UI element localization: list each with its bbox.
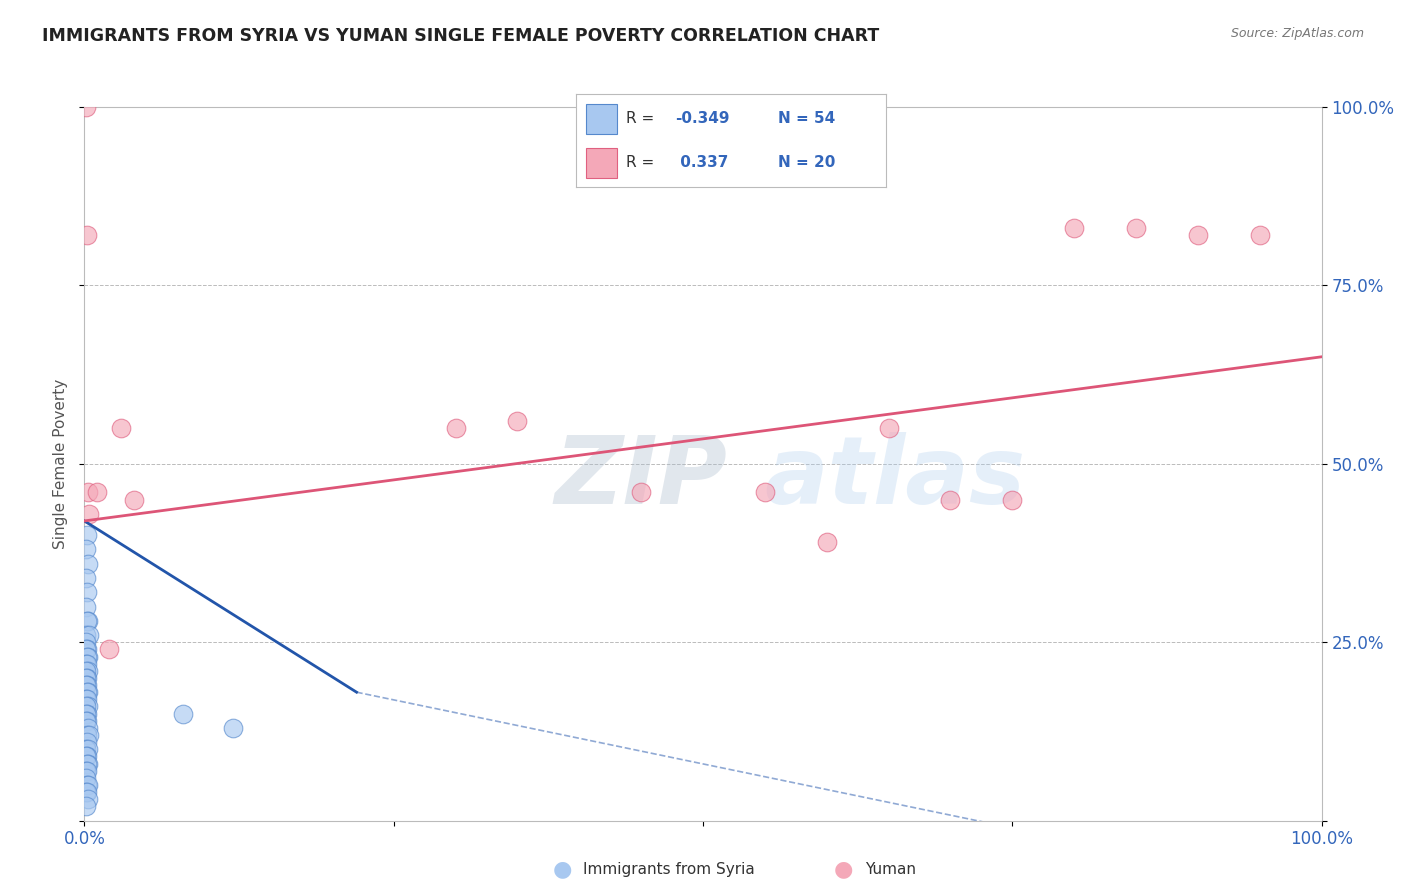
Point [75,628,97,642]
Point [79,628,101,642]
Point [77,778,100,792]
Point [76,642,98,657]
Text: Source: ZipAtlas.com: Source: ZipAtlas.com [1230,27,1364,40]
Point [76,671,98,685]
Text: N = 54: N = 54 [778,112,835,127]
Point [75,692,97,706]
Point [76,614,98,628]
Text: ZIP: ZIP [554,432,727,524]
Point [76,585,98,599]
Point [76,785,98,799]
Point [1125,221,1147,235]
Point [75,699,97,714]
Point [75,635,97,649]
Point [76,649,98,664]
Point [75,642,97,657]
Point [75,599,97,614]
Point [77,649,100,664]
Point [877,421,900,435]
Point [76,764,98,778]
Text: IMMIGRANTS FROM SYRIA VS YUMAN SINGLE FEMALE POVERTY CORRELATION CHART: IMMIGRANTS FROM SYRIA VS YUMAN SINGLE FE… [42,27,879,45]
Point [75,671,97,685]
Point [76,778,98,792]
Point [75,749,97,764]
Point [444,421,467,435]
Point [76,714,98,728]
Point [77,664,100,678]
Point [77,685,100,699]
Point [77,721,100,735]
Point [815,535,838,549]
Text: ●: ● [834,860,853,880]
Point [630,485,652,500]
Text: R =: R = [626,154,664,169]
Point [77,792,100,806]
Point [76,728,98,742]
Point [76,228,98,243]
Point [98,642,121,657]
Point [75,771,97,785]
Point [75,785,97,799]
Point [1063,221,1085,235]
Point [76,756,98,771]
Point [76,657,98,671]
Text: N = 20: N = 20 [778,154,835,169]
Y-axis label: Single Female Poverty: Single Female Poverty [53,379,69,549]
Point [76,749,98,764]
Point [75,799,97,814]
Point [75,657,97,671]
Point [86,485,108,500]
Point [1249,228,1271,243]
Text: R =: R = [626,112,659,127]
Point [1001,492,1024,507]
Point [75,742,97,756]
Point [79,728,101,742]
Point [122,492,145,507]
Point [75,571,97,585]
Bar [586,148,617,178]
Point [75,100,97,114]
Point [110,421,132,435]
Text: 0.337: 0.337 [675,154,728,169]
Text: -0.349: -0.349 [675,112,730,127]
Point [506,414,529,428]
Point [75,678,97,692]
Point [76,678,98,692]
Text: atlas: atlas [765,432,1026,524]
Text: Immigrants from Syria: Immigrants from Syria [583,863,755,877]
Point [172,706,194,721]
Point [75,714,97,728]
Point [76,692,98,706]
Point [76,706,98,721]
Point [77,614,100,628]
Text: ●: ● [553,860,572,880]
Text: Yuman: Yuman [865,863,915,877]
Point [77,557,100,571]
Point [754,485,776,500]
Point [1187,228,1209,243]
Point [222,721,245,735]
Point [77,742,100,756]
Point [75,706,97,721]
Point [77,756,100,771]
Point [77,699,100,714]
Point [76,735,98,749]
Bar [586,104,617,134]
Point [75,542,97,557]
Point [75,664,97,678]
Point [76,528,98,542]
Point [76,685,98,699]
Point [79,507,101,521]
Point [939,492,962,507]
Point [75,764,97,778]
Point [77,485,100,500]
